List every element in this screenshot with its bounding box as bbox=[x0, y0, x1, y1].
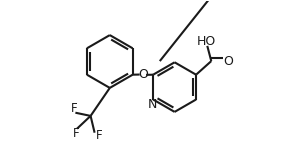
Text: F: F bbox=[96, 129, 102, 142]
Text: F: F bbox=[71, 102, 77, 115]
Text: O: O bbox=[223, 55, 233, 68]
Text: HO: HO bbox=[196, 35, 216, 48]
Text: F: F bbox=[73, 127, 79, 140]
Text: N: N bbox=[148, 98, 157, 111]
Text: O: O bbox=[138, 68, 148, 81]
